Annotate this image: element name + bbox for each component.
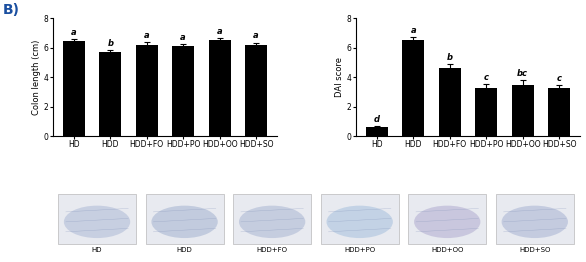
Text: a: a	[144, 31, 149, 40]
Bar	[496, 194, 574, 244]
Ellipse shape	[239, 206, 305, 238]
Text: HDD+SO: HDD+SO	[519, 247, 550, 253]
Bar	[548, 88, 570, 136]
Bar	[100, 52, 121, 136]
Text: B): B)	[3, 3, 20, 17]
Bar	[475, 88, 497, 136]
Ellipse shape	[151, 206, 218, 238]
Bar	[172, 46, 194, 136]
Ellipse shape	[326, 206, 393, 238]
Bar	[233, 194, 311, 244]
Bar	[145, 194, 224, 244]
Bar	[403, 40, 424, 136]
Bar	[136, 45, 158, 136]
Y-axis label: DAI score: DAI score	[335, 57, 344, 97]
Bar	[366, 127, 388, 136]
Ellipse shape	[414, 206, 481, 238]
Text: a: a	[410, 25, 416, 35]
Text: b: b	[447, 53, 453, 62]
Text: b: b	[107, 39, 113, 48]
Text: a: a	[253, 31, 259, 40]
Ellipse shape	[64, 206, 130, 238]
Text: HDD+PO: HDD+PO	[344, 247, 375, 253]
Text: c: c	[557, 74, 561, 83]
Text: HDD+OO: HDD+OO	[431, 247, 464, 253]
Bar	[439, 68, 461, 136]
Text: d: d	[374, 114, 380, 124]
Ellipse shape	[502, 206, 568, 238]
Text: a: a	[71, 28, 77, 37]
Bar	[245, 45, 267, 136]
Bar	[58, 194, 136, 244]
Bar	[321, 194, 398, 244]
Bar	[408, 194, 486, 244]
Text: HDD: HDD	[177, 247, 192, 253]
Text: HDD+FO: HDD+FO	[257, 247, 288, 253]
Text: a: a	[180, 33, 186, 42]
Text: c: c	[483, 73, 489, 82]
Bar	[63, 41, 85, 136]
Bar	[209, 40, 230, 136]
Text: HD: HD	[92, 247, 103, 253]
Text: bc: bc	[517, 69, 528, 78]
Bar	[512, 85, 533, 136]
Y-axis label: Colon length (cm): Colon length (cm)	[32, 40, 41, 115]
Text: a: a	[217, 27, 223, 36]
